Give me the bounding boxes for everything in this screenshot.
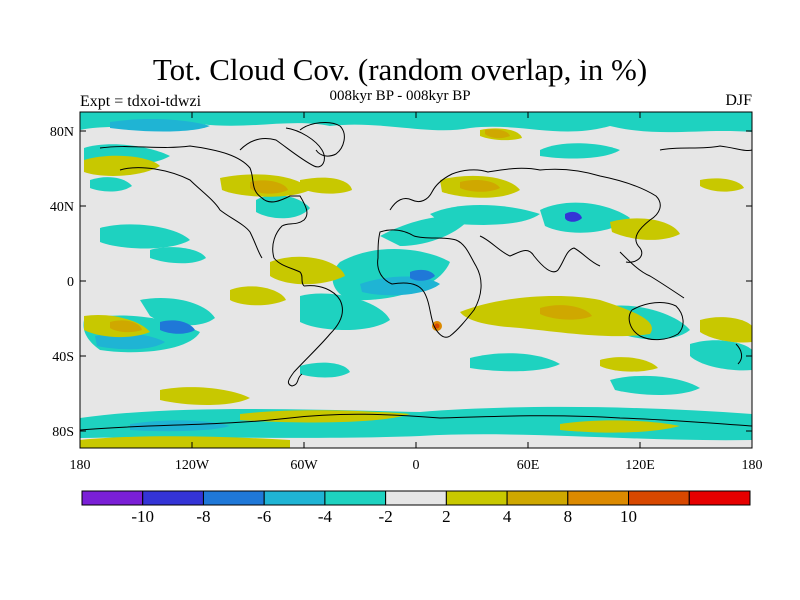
map-panel [79, 111, 753, 449]
colorbar-label: -6 [257, 507, 271, 526]
colorbar-swatch [506, 490, 569, 506]
colorbar-swatch [688, 490, 751, 506]
season-label: DJF [725, 92, 752, 109]
colorbar-swatch [567, 490, 630, 506]
colorbar-swatch [385, 490, 447, 506]
colorbar-label: -10 [131, 507, 154, 526]
lat-tick-label: 0 [67, 275, 74, 290]
strong-negative-anomaly-shading [95, 119, 582, 432]
experiment-label: Expt = tdxoi-tdwzi [80, 93, 202, 110]
colorbar-swatch [81, 490, 144, 506]
colorbar-label: -4 [318, 507, 333, 526]
colorbar-swatch [324, 490, 387, 506]
lat-tick-label: 80N [50, 125, 74, 140]
colorbar-swatch [445, 490, 508, 506]
colorbar-label: -2 [379, 507, 393, 526]
map-title: Tot. Cloud Cov. (random overlap, in %) [152, 52, 648, 87]
colorbar-label: 8 [564, 507, 573, 526]
colorbar-label: 10 [620, 507, 637, 526]
lon-tick-label: 180 [742, 458, 763, 473]
lon-tick-label: 180 [70, 458, 91, 473]
latitude-axis: 80N 40N 0 40S 80S [50, 125, 752, 440]
lon-tick-label: 0 [413, 458, 420, 473]
colorbar-swatch [142, 490, 204, 506]
lat-tick-label: 80S [52, 425, 74, 440]
colorbar-label: 4 [503, 507, 512, 526]
lon-tick-label: 120W [175, 458, 210, 473]
positive-anomaly-shading [80, 128, 752, 448]
colorbar-swatch [263, 490, 326, 506]
colorbar-swatch [628, 490, 690, 506]
coastlines [79, 122, 753, 431]
lat-tick-label: 40S [52, 350, 74, 365]
colorbar-swatch [202, 490, 265, 506]
map-subtitle: 008kyr BP - 008kyr BP [329, 88, 471, 104]
colorbar-label: -8 [196, 507, 210, 526]
lat-tick-label: 40N [50, 200, 74, 215]
lon-tick-label: 60W [290, 458, 318, 473]
colorbar-label: 2 [442, 507, 451, 526]
longitude-axis: 180 120W 60W 0 60E 120E 180 [70, 112, 763, 473]
lon-tick-label: 60E [517, 458, 540, 473]
strong-positive-anomaly-shading [110, 129, 592, 333]
lon-tick-label: 120E [625, 458, 655, 473]
colorbar: -10 -8 -6 -4 -2 2 4 8 10 [81, 490, 751, 526]
